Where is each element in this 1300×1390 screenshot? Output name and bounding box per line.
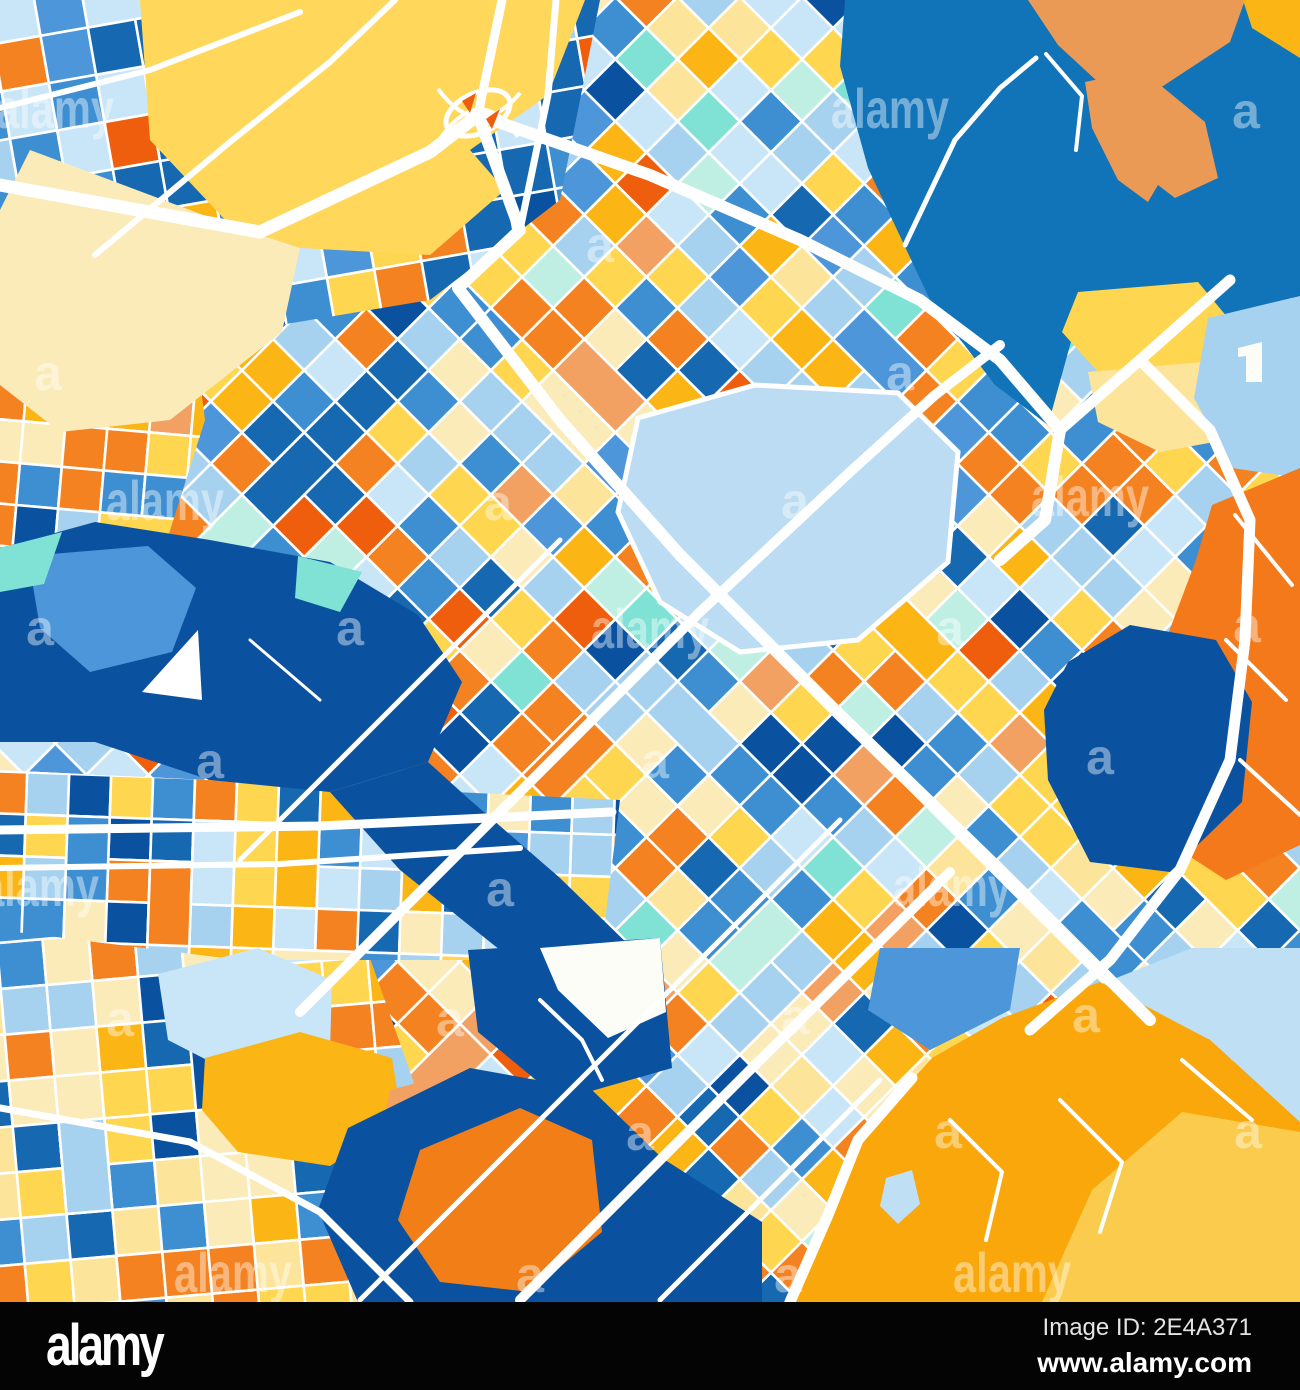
regions-layer [0, 0, 1300, 1302]
watermark-word: alamy [893, 855, 1011, 918]
watermark-letter: a [641, 733, 670, 789]
watermark-letter: a [26, 600, 55, 656]
watermark-letter: a [626, 1105, 655, 1161]
watermark-letter: a [516, 1247, 545, 1302]
watermark-word: alamy [1031, 465, 1149, 528]
watermark-letter: a [34, 345, 63, 401]
image-id-text: Image ID: 2E4A371 [1042, 1313, 1252, 1341]
region-teal-edge-2 [295, 556, 362, 612]
region-beach [540, 938, 666, 1038]
region-navy-heptagon [1044, 625, 1252, 872]
region-island-north [1028, 0, 1245, 88]
watermark-letter: a [936, 600, 965, 656]
region-harbor-island [28, 546, 196, 672]
region-sail [142, 630, 202, 700]
image-meta: Image ID: 2E4A371 www.alamy.com [1037, 1314, 1252, 1379]
region-pond-se [880, 1170, 920, 1224]
watermark-letter: a [1233, 597, 1262, 653]
alamy-logo: alamy [46, 1313, 165, 1378]
watermark-word: alamy [106, 469, 224, 532]
region-corner-blue-se [1096, 948, 1300, 1122]
watermark-letter: a [486, 861, 515, 917]
footer-bar: alamy Image ID: 2E4A371 www.alamy.com [0, 1302, 1300, 1390]
watermark-word: alamy [831, 77, 949, 140]
watermark-letter: a [886, 345, 915, 401]
watermark-letter: a [781, 989, 810, 1045]
region-lightblue-ne [1194, 296, 1300, 478]
region-cream-left [0, 150, 300, 432]
region-corner-wedge [1243, 0, 1300, 58]
region-island-south [1085, 70, 1218, 202]
watermark-letter: a [484, 475, 513, 531]
watermark-word: alamy [0, 77, 114, 140]
watermark-letter: a [436, 991, 465, 1047]
watermark-letter: a [781, 473, 810, 529]
watermark-word: alamy [953, 1241, 1071, 1302]
region-orange-blob [398, 1108, 602, 1292]
region-teal-edge-1 [0, 532, 62, 592]
watermark-word: alamy [591, 597, 709, 660]
watermark-letter: a [1232, 83, 1261, 139]
watermark-word: alamy [0, 855, 99, 918]
roads-layer [0, 0, 1300, 1302]
region-palegold-se [1042, 1112, 1300, 1302]
watermark-letter: a [336, 600, 365, 656]
watermark-layer: alamy alamy alamy alamy alamy alamy alamy alamy… [0, 77, 1263, 1302]
watermark-letter: a [106, 991, 135, 1047]
watermark-letter: a [1234, 1103, 1263, 1159]
watermark-letter: a [934, 1103, 963, 1159]
map-canvas: alamy alamy alamy alamy alamy alamy alamy alamy… [0, 0, 1300, 1302]
watermark-letter: a [1072, 987, 1101, 1043]
alamy-url-text: www.alamy.com [1037, 1346, 1252, 1378]
watermark-letter: a [774, 1247, 803, 1302]
region-yellow-ne [1062, 282, 1228, 372]
region-yellow-top [140, 0, 585, 255]
watermark-letter: a [196, 733, 225, 789]
region-blue-mid-south [868, 948, 1020, 1050]
watermark-letter: a [1086, 729, 1115, 785]
region-white-glyph [1238, 342, 1262, 382]
watermark-letter: a [586, 217, 615, 273]
watermark-word: alamy [174, 1241, 292, 1302]
